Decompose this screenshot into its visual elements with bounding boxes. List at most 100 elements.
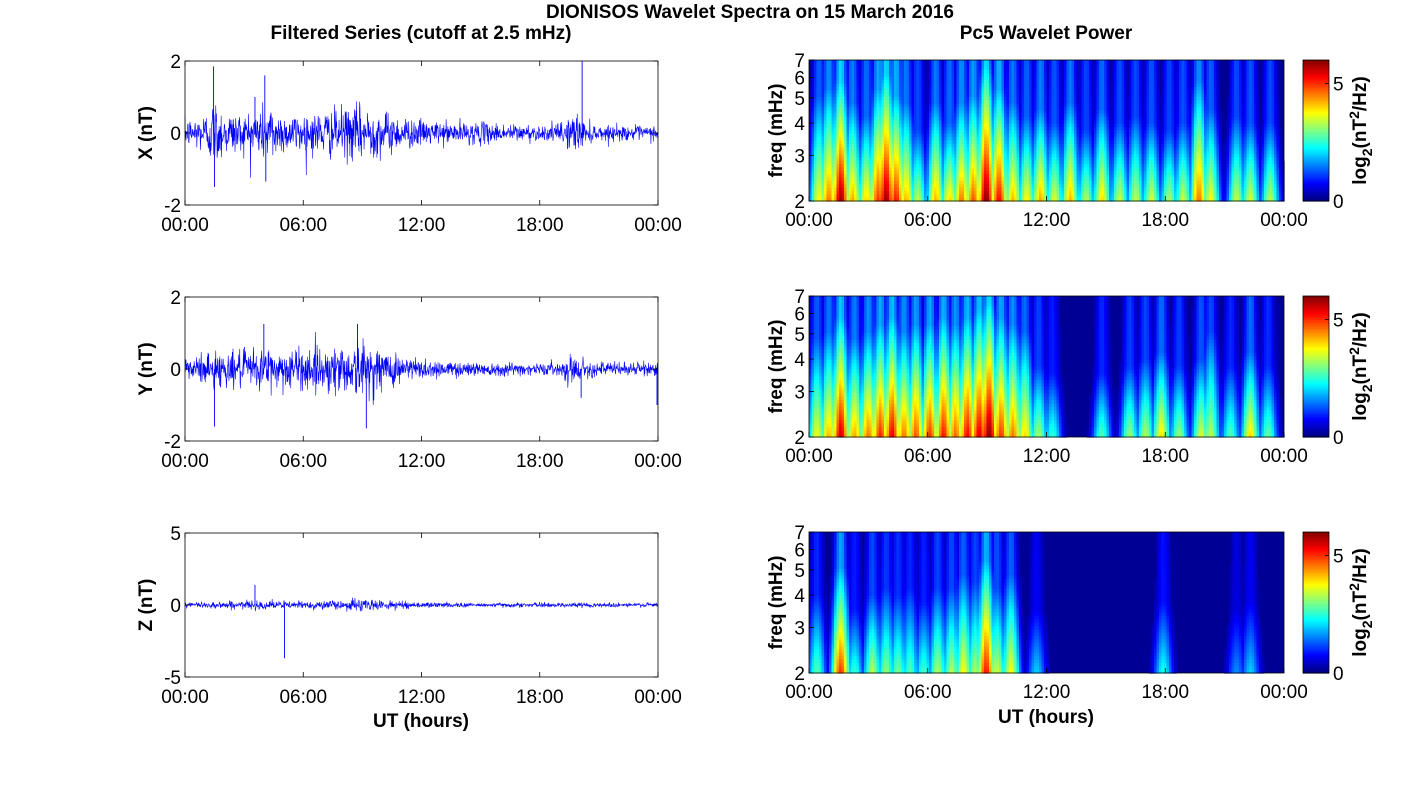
heatmap-cell xyxy=(886,66,890,71)
heatmap-cell xyxy=(921,170,925,175)
heatmap-cell xyxy=(854,143,858,148)
x-tick-label: 06:00 xyxy=(279,687,327,708)
heatmap-cell xyxy=(994,147,998,152)
heatmap-cell xyxy=(894,130,898,135)
heatmap-cell xyxy=(984,187,988,192)
heatmap-cell xyxy=(899,83,903,88)
heatmap-cell xyxy=(901,140,905,145)
heatmap-cell xyxy=(836,157,840,162)
heatmap-cell xyxy=(814,154,818,158)
heatmap-cell xyxy=(986,157,990,162)
heatmap-cell xyxy=(1006,140,1010,145)
heatmap-cell xyxy=(849,180,853,185)
heatmap-cell xyxy=(1001,86,1005,91)
heatmap-cell xyxy=(909,110,913,115)
heatmap-cell xyxy=(886,117,890,122)
heatmap-cell xyxy=(881,80,885,85)
heatmap-cell xyxy=(964,143,968,148)
heatmap-cell xyxy=(1001,180,1005,185)
heatmap-cell xyxy=(824,113,828,118)
heatmap-cell xyxy=(991,174,995,179)
heatmap-cell xyxy=(916,154,920,158)
heatmap-cell xyxy=(869,96,873,101)
heatmap-cell xyxy=(871,96,875,101)
heatmap-cell xyxy=(839,96,843,101)
heatmap-cell xyxy=(919,107,923,111)
heatmap-cell xyxy=(831,93,835,98)
heatmap-cell xyxy=(1014,93,1018,98)
heatmap-cell xyxy=(979,83,983,88)
heatmap-cell xyxy=(926,76,930,81)
heatmap-cell xyxy=(1011,60,1015,64)
heatmap-cell xyxy=(839,177,843,182)
heatmap-cell xyxy=(876,93,880,98)
y-tick-label: 2 xyxy=(170,288,181,309)
heatmap-cell xyxy=(901,117,905,122)
heatmap-cell xyxy=(1019,164,1023,169)
heatmap-cell xyxy=(886,197,890,202)
heatmap-cell xyxy=(941,184,945,189)
heatmap-cell xyxy=(904,83,908,88)
heatmap-cell xyxy=(934,90,938,95)
heatmap-cell xyxy=(1001,190,1005,195)
heatmap-cell xyxy=(829,73,833,78)
heatmap-cell xyxy=(1004,177,1008,182)
heatmap-cell xyxy=(836,190,840,195)
heatmap-cell xyxy=(954,157,958,162)
heatmap-cell xyxy=(861,93,865,98)
heatmap-cell xyxy=(809,140,813,145)
heatmap-cell xyxy=(1019,127,1023,132)
heatmap-cell xyxy=(1001,194,1005,199)
heatmap-cell xyxy=(821,160,825,165)
heatmap-cell xyxy=(874,130,878,135)
heatmap-cell xyxy=(901,137,905,142)
heatmap-cell xyxy=(844,154,848,158)
heatmap-cell xyxy=(914,137,918,142)
heatmap-cell xyxy=(974,177,978,182)
heatmap-cell xyxy=(861,167,865,172)
heatmap-cell xyxy=(874,113,878,118)
heatmap-cell xyxy=(811,194,815,199)
heatmap-cell xyxy=(954,150,958,155)
heatmap-cell xyxy=(1026,127,1030,132)
heatmap-cell xyxy=(881,150,885,155)
heatmap-cell xyxy=(1006,130,1010,135)
heatmap-cell xyxy=(921,117,925,122)
heatmap-cell xyxy=(1024,150,1028,155)
heatmap-cell xyxy=(999,96,1003,101)
heatmap-cell xyxy=(834,170,838,175)
heatmap-cell xyxy=(811,143,815,148)
heatmap-cell xyxy=(959,140,963,145)
heatmap-cell xyxy=(926,137,930,142)
heatmap-cell xyxy=(876,194,880,199)
heatmap-cell xyxy=(844,83,848,88)
heatmap-cell xyxy=(851,180,855,185)
heatmap-cell xyxy=(1016,177,1020,182)
heatmap-cell xyxy=(1016,110,1020,115)
heatmap-cell xyxy=(1004,70,1008,75)
heatmap-cell xyxy=(986,110,990,115)
heatmap-cell xyxy=(904,80,908,85)
heatmap-cell xyxy=(926,140,930,145)
heatmap-cell xyxy=(996,123,1000,128)
heatmap-cell xyxy=(809,184,813,189)
heatmap-cell xyxy=(911,127,915,132)
heatmap-cell xyxy=(884,190,888,195)
heatmap-cell xyxy=(871,133,875,138)
x-tick-label: 06:00 xyxy=(279,451,327,472)
heatmap-cell xyxy=(1014,66,1018,71)
heatmap-cell xyxy=(959,96,963,101)
heatmap-cell xyxy=(816,180,820,185)
heatmap-cell xyxy=(981,96,985,101)
heatmap-cell xyxy=(861,130,865,135)
heatmap-cell xyxy=(981,113,985,118)
heatmap-cell xyxy=(964,76,968,81)
heatmap-cell xyxy=(951,177,955,182)
heatmap-cell xyxy=(891,66,895,71)
heatmap-cell xyxy=(854,160,858,165)
heatmap-cell xyxy=(976,110,980,115)
heatmap-cell xyxy=(991,113,995,118)
heatmap-cell xyxy=(961,110,965,115)
heatmap-cell xyxy=(989,154,993,158)
heatmap-cell xyxy=(879,100,883,105)
